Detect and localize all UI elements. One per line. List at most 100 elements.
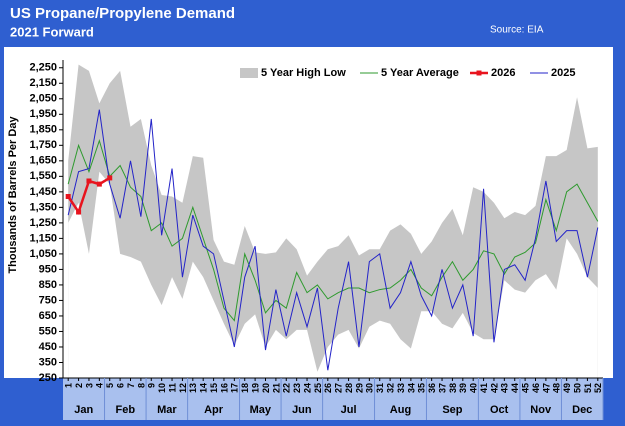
x-tick-label: 48 [552, 383, 562, 393]
x-tick-label: 45 [520, 383, 530, 393]
month-label: Feb [116, 404, 136, 416]
y-tick-label: 450 [39, 341, 57, 353]
y-tick-label: 1,050 [29, 248, 57, 260]
y-tick-label: 1,550 [29, 170, 57, 182]
y-tick-label: 1,350 [29, 201, 57, 213]
x-tick-label: 10 [157, 383, 167, 393]
y-tick-label: 1,450 [29, 186, 57, 198]
x-tick-label: 33 [396, 383, 406, 393]
x-tick-label: 37 [437, 383, 447, 393]
series-marker [86, 178, 92, 184]
x-tick-label: 17 [230, 383, 240, 393]
x-tick-label: 42 [489, 383, 499, 393]
chart-subtitle: 2021 Forward [10, 24, 94, 39]
x-tick-label: 24 [302, 383, 312, 393]
x-tick-label: 18 [240, 383, 250, 393]
legend-label: 5 Year High Low [261, 67, 346, 79]
y-tick-label: 850 [39, 279, 57, 291]
month-label: Jan [74, 404, 93, 416]
month-label: Oct [490, 404, 509, 416]
y-tick-label: 650 [39, 310, 57, 322]
x-tick-label: 30 [365, 383, 375, 393]
x-tick-label: 25 [313, 383, 323, 393]
legend-marker [476, 70, 482, 76]
x-tick-label: 8 [136, 383, 146, 388]
x-tick-label: 51 [583, 383, 593, 393]
series-line [67, 138, 599, 322]
x-tick-label: 7 [126, 383, 136, 388]
x-tick-label: 12 [178, 383, 188, 393]
x-tick-label: 6 [115, 383, 125, 388]
y-tick-label: 1,850 [29, 124, 57, 136]
month-label: Sep [442, 404, 462, 416]
x-tick-label: 9 [147, 383, 157, 388]
x-tick-label: 1 [64, 383, 74, 388]
x-tick-label: 36 [427, 383, 437, 393]
x-tick-label: 34 [406, 383, 416, 393]
x-tick-label: 26 [323, 383, 333, 393]
x-tick-label: 27 [334, 383, 344, 393]
x-tick-label: 28 [344, 383, 354, 393]
x-tick-label: 40 [469, 383, 479, 393]
y-tick-label: 1,950 [29, 108, 57, 120]
legend-label: 5 Year Average [381, 67, 459, 79]
x-tick-label: 15 [209, 383, 219, 393]
x-axis-band [63, 378, 603, 420]
y-tick-label: 1,650 [29, 155, 57, 167]
x-tick-label: 14 [199, 383, 209, 393]
x-tick-label: 52 [593, 383, 603, 393]
x-tick-label: 43 [500, 383, 510, 393]
y-tick-label: 350 [39, 356, 57, 368]
month-label: May [250, 404, 272, 416]
source: Source: EIA [490, 25, 544, 36]
x-tick-label: 32 [385, 383, 395, 393]
x-tick-label: 38 [448, 383, 458, 393]
range-area-low [68, 171, 598, 378]
month-label: Mar [157, 404, 177, 416]
x-tick-label: 44 [510, 383, 520, 393]
series-line [67, 109, 599, 371]
y-axis-label: Thousands of Barrels Per Day [7, 116, 19, 274]
legend-label: 2026 [491, 67, 515, 79]
y-tick-label: 250 [39, 372, 57, 384]
x-tick-label: 20 [261, 383, 271, 393]
series-marker [65, 194, 71, 200]
x-tick-label: 29 [354, 383, 364, 393]
month-label: Jul [341, 404, 357, 416]
y-tick-label: 1,250 [29, 217, 57, 229]
x-tick-label: 50 [572, 383, 582, 393]
month-label: Dec [572, 404, 592, 416]
x-tick-label: 41 [479, 383, 489, 393]
month-label: Aug [390, 404, 411, 416]
x-tick-label: 11 [167, 383, 177, 393]
y-tick-label: 750 [39, 294, 57, 306]
month-label: Jun [292, 404, 312, 416]
x-tick-label: 49 [562, 383, 572, 393]
month-label: Apr [204, 404, 224, 416]
y-tick-label: 2,050 [29, 93, 57, 105]
x-tick-label: 4 [95, 383, 105, 388]
chart-title: US Propane/Propylene Demand [10, 5, 235, 22]
x-tick-label: 39 [458, 383, 468, 393]
x-tick-label: 21 [271, 383, 281, 393]
x-tick-label: 46 [531, 383, 541, 393]
x-tick-label: 2 [74, 383, 84, 388]
y-tick-label: 2,250 [29, 62, 57, 74]
series-marker [96, 181, 102, 187]
x-tick-label: 23 [292, 383, 302, 393]
legend-swatch [240, 68, 258, 78]
x-tick-label: 47 [541, 383, 551, 393]
month-label: Nov [530, 404, 552, 416]
series-marker [76, 209, 82, 215]
legend-label: 2025 [551, 67, 575, 79]
x-tick-label: 35 [417, 383, 427, 393]
x-tick-label: 3 [84, 383, 94, 388]
x-tick-label: 31 [375, 383, 385, 393]
x-tick-label: 22 [282, 383, 292, 393]
y-tick-label: 950 [39, 263, 57, 275]
series-marker [107, 175, 113, 181]
x-tick-label: 13 [188, 383, 198, 393]
y-tick-label: 2,150 [29, 77, 57, 89]
